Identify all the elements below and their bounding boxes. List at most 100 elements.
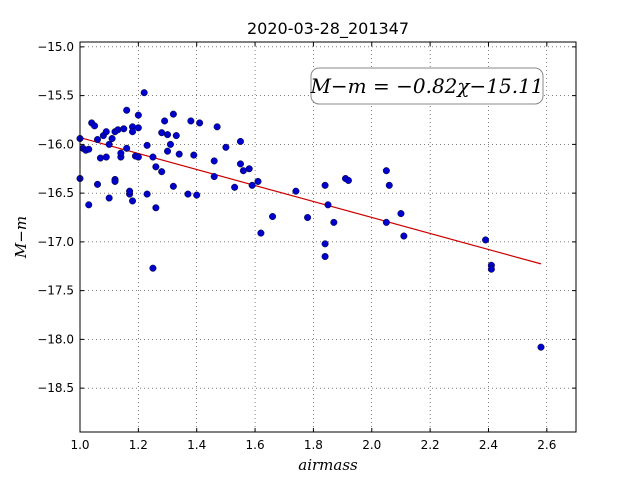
data-point — [231, 183, 239, 191]
data-point — [537, 343, 545, 351]
data-point — [164, 131, 172, 139]
x-tick-label: 2.0 — [362, 438, 381, 452]
plot-frame — [79, 41, 577, 433]
y-tick-label: −15.0 — [37, 40, 74, 54]
annotation-box — [310, 67, 544, 105]
data-point — [134, 111, 142, 119]
data-point — [382, 218, 390, 226]
data-point — [304, 213, 312, 221]
data-point — [222, 143, 230, 151]
data-point — [210, 157, 218, 165]
x-tick-label: 2.2 — [421, 438, 440, 452]
x-tick-label: 1.2 — [129, 438, 148, 452]
data-point — [172, 132, 180, 140]
data-point — [134, 124, 142, 132]
data-point — [120, 125, 128, 133]
y-tick-label: −17.0 — [37, 235, 74, 249]
data-point — [129, 128, 137, 136]
grid — [79, 42, 576, 432]
data-point — [123, 106, 131, 114]
data-point — [149, 264, 157, 272]
data-point — [114, 126, 122, 134]
y-tick-label: −15.5 — [37, 89, 74, 103]
data-point — [102, 153, 110, 161]
y-tick-label: −16.5 — [37, 186, 74, 200]
data-point — [105, 194, 113, 202]
data-point — [321, 240, 329, 248]
data-point — [236, 137, 244, 145]
data-point — [292, 187, 300, 195]
data-point — [239, 167, 247, 175]
data-point — [321, 252, 329, 260]
data-point — [324, 201, 332, 209]
data-point — [164, 147, 172, 155]
x-tick-label: 2.4 — [479, 438, 498, 452]
fit-line — [79, 136, 542, 265]
x-tick-label: 1.6 — [246, 438, 265, 452]
x-tick-label: 1.8 — [304, 438, 323, 452]
data-point — [134, 153, 142, 161]
x-tick-label: 1.0 — [70, 438, 89, 452]
data-point — [190, 151, 198, 159]
fit-annotation: M−m = −0.82χ−15.11 — [309, 67, 544, 105]
data-point — [152, 204, 160, 212]
fit-line-group — [79, 136, 542, 265]
x-tick-label: 1.4 — [187, 438, 206, 452]
data-point — [143, 141, 151, 149]
data-point — [210, 173, 218, 181]
data-point — [269, 213, 277, 221]
data-point — [85, 145, 93, 153]
data-point — [382, 167, 390, 175]
y-tick-label: −18.0 — [37, 332, 74, 346]
x-axis-label: airmass — [298, 456, 358, 474]
data-point — [102, 128, 110, 136]
x-tick-label: 2.6 — [537, 438, 556, 452]
data-point — [245, 165, 253, 173]
data-point — [105, 140, 113, 148]
data-point — [193, 191, 201, 199]
data-point — [169, 182, 177, 190]
data-point — [94, 135, 102, 143]
y-tick-label: −16.0 — [37, 137, 74, 151]
data-point — [321, 181, 329, 189]
axis-ticks — [79, 42, 576, 432]
data-point — [184, 190, 192, 198]
data-point — [169, 110, 177, 118]
data-point — [397, 210, 405, 218]
data-point — [236, 160, 244, 168]
data-point — [161, 117, 169, 125]
data-point — [344, 176, 352, 184]
data-point — [487, 265, 495, 273]
data-point — [111, 177, 119, 185]
data-point — [96, 154, 104, 162]
data-point — [187, 117, 195, 125]
fit-equation-label: M−m = −0.82χ−15.11 — [309, 74, 543, 98]
data-point — [166, 140, 174, 148]
chart-title: 2020-03-28_201347 — [247, 19, 409, 39]
data-point — [196, 119, 204, 127]
data-point — [140, 89, 148, 97]
data-point — [158, 129, 166, 137]
data-point — [152, 163, 160, 171]
data-point — [330, 218, 338, 226]
data-point — [85, 201, 93, 209]
y-tick-label: −17.5 — [37, 284, 74, 298]
data-point — [175, 150, 183, 158]
data-point — [126, 187, 134, 195]
data-point — [158, 168, 166, 176]
data-point — [482, 236, 490, 244]
data-point — [129, 197, 137, 205]
data-point — [108, 135, 116, 143]
data-point — [213, 123, 221, 131]
y-tick-labels: −15.0 −15.5 −16.0 −16.5 −17.0 −17.5 −18.0 −18.5 — [37, 40, 74, 395]
data-point — [248, 181, 256, 189]
y-axis-label: M−m — [12, 216, 30, 259]
data-point — [257, 229, 265, 237]
data-point — [385, 181, 393, 189]
x-tick-labels: 1.0 1.2 1.4 1.6 1.8 2.0 2.2 2.4 2.6 — [70, 438, 556, 452]
data-point — [117, 149, 125, 157]
data-point — [254, 177, 262, 185]
y-tick-label: −18.5 — [37, 381, 74, 395]
data-point — [143, 190, 151, 198]
